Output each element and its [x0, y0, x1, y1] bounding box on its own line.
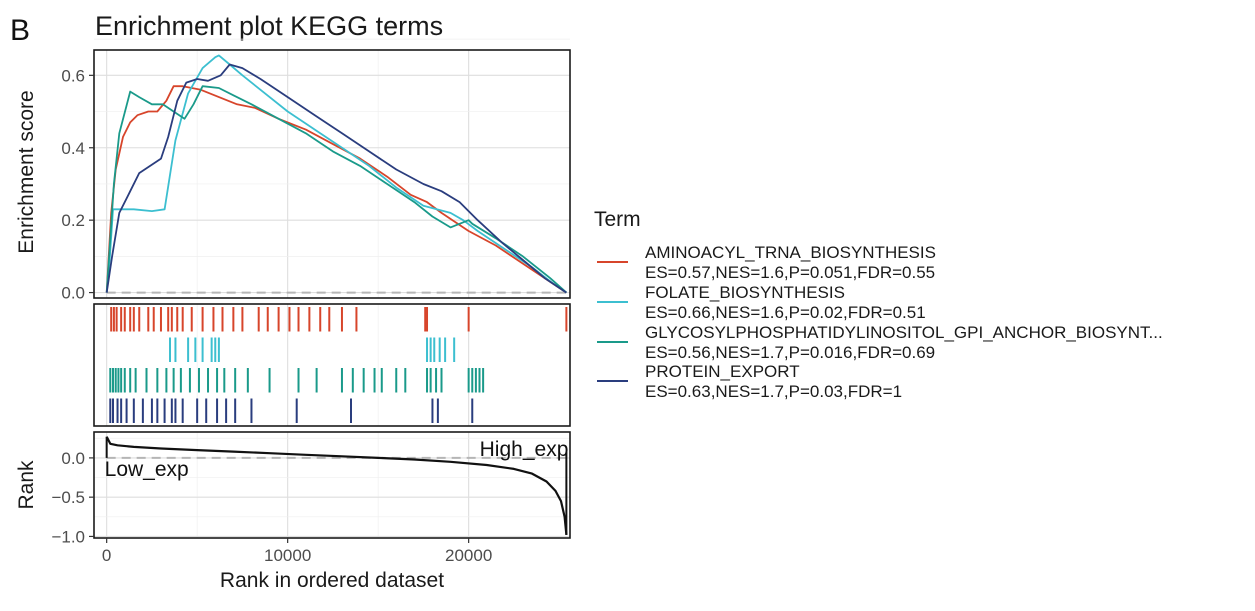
running-es-line	[105, 85, 567, 294]
y-tick-label: 0.2	[61, 211, 85, 230]
panel-letter: B	[10, 14, 30, 47]
running-es-line	[105, 54, 567, 294]
y-tick-label: 0.4	[61, 139, 85, 158]
panel-frame	[93, 49, 571, 299]
legend-series-stats: ES=0.56,NES=1.7,P=0.016,FDR=0.69	[645, 343, 935, 362]
legend-series-name: AMINOACYL_TRNA_BIOSYNTHESIS	[645, 243, 936, 262]
panel-background	[94, 50, 570, 298]
y-tick-label: 0.6	[61, 66, 85, 85]
y-tick-label: −1.0	[51, 527, 85, 546]
legend-entry: PROTEIN_EXPORT ES=0.63,NES=1.7,P=0.03,FD…	[597, 362, 902, 401]
y-tick-label: 0.0	[61, 449, 85, 468]
legend-series-name: PROTEIN_EXPORT	[645, 362, 800, 381]
x-tick-label: 10000	[264, 546, 311, 565]
legend-series-stats: ES=0.66,NES=1.6,P=0.02,FDR=0.51	[645, 303, 926, 322]
chart-title: Enrichment plot KEGG terms	[95, 11, 443, 41]
rank-metric-line	[105, 436, 568, 536]
enrichment-score-axis-title: Enrichment score	[15, 90, 38, 253]
enrichment-score-panel: 0.0 0.2 0.4 0.6	[61, 38, 571, 303]
low-exp-annotation: Low_exp	[105, 458, 189, 481]
legend-series-stats: ES=0.57,NES=1.6,P=0.051,FDR=0.55	[645, 263, 935, 282]
panel-frame	[93, 303, 571, 427]
rank-axis-title: Rank	[15, 460, 38, 510]
running-es-line	[105, 63, 567, 294]
legend-title: Term	[594, 208, 641, 231]
rank-metric-panel: 0.0 −0.5 −1.0 Low_exp High_exp 0 10000 20000	[51, 431, 571, 565]
high-exp-annotation: High_exp	[480, 438, 569, 461]
legend-entry: GLYCOSYLPHOSPHATIDYLINOSITOL_GPI_ANCHOR_…	[597, 323, 1163, 362]
legend-series-name: FOLATE_BIOSYNTHESIS	[645, 283, 845, 302]
y-tick-label: −0.5	[51, 488, 85, 507]
x-tick-label: 20000	[445, 546, 492, 565]
panel-background	[94, 304, 570, 426]
legend-series-stats: ES=0.63,NES=1.7,P=0.03,FDR=1	[645, 382, 902, 401]
legend-entry: FOLATE_BIOSYNTHESIS ES=0.66,NES=1.6,P=0.…	[597, 283, 926, 322]
panel-frame	[93, 431, 571, 539]
legend-entry: AMINOACYL_TRNA_BIOSYNTHESIS ES=0.57,NES=…	[597, 243, 936, 282]
hit-ticks-panel	[93, 303, 571, 427]
running-es-line	[105, 85, 567, 294]
x-axis-title: Rank in ordered dataset	[220, 569, 444, 592]
x-tick-label: 0	[102, 546, 111, 565]
legend: Term AMINOACYL_TRNA_BIOSYNTHESIS ES=0.57…	[594, 208, 1163, 401]
legend-series-name: GLYCOSYLPHOSPHATIDYLINOSITOL_GPI_ANCHOR_…	[645, 323, 1163, 342]
y-tick-label: 0.0	[61, 284, 85, 303]
